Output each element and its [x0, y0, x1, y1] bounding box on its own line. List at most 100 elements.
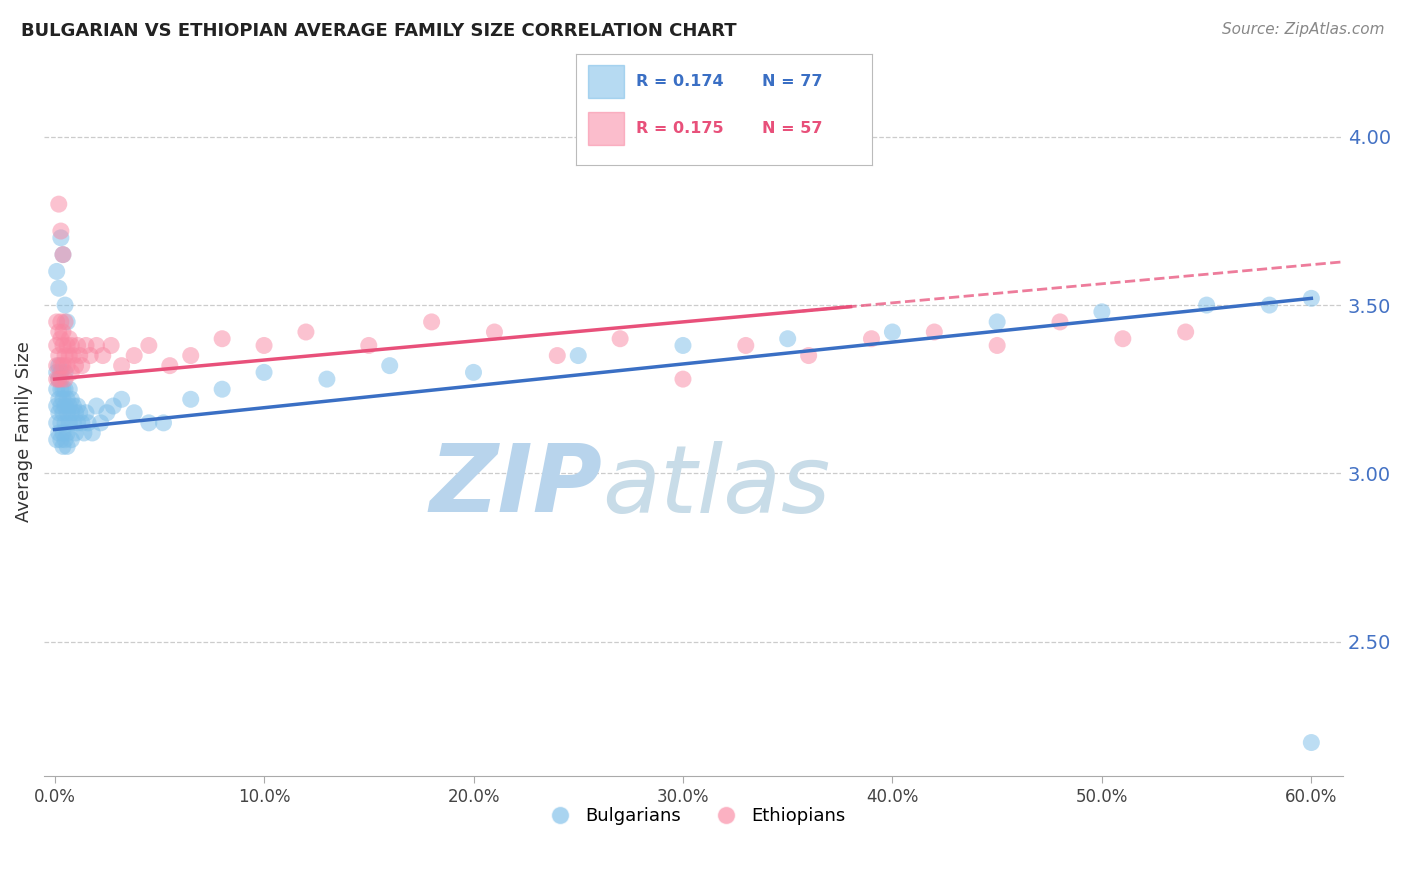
Point [295, 325, 318, 339]
Point [49, 416, 72, 430]
Point [122, 349, 145, 363]
Point [110, 359, 132, 373]
Point [52, 338, 75, 352]
Point [986, 338, 1008, 352]
Point [52, 439, 75, 453]
Point [82, 425, 104, 440]
Point [60, 365, 83, 379]
Point [69, 349, 91, 363]
Point [1091, 305, 1114, 319]
Point [91, 349, 114, 363]
Text: N = 77: N = 77 [762, 74, 823, 89]
Point [96, 406, 118, 420]
Point [48, 281, 70, 295]
Point [45, 338, 67, 352]
Point [45, 433, 67, 447]
Legend: Bulgarians, Ethiopians: Bulgarians, Ethiopians [534, 800, 852, 833]
Point [62, 349, 84, 363]
Point [75, 338, 97, 352]
Point [52, 425, 75, 440]
Point [1174, 325, 1197, 339]
Point [58, 382, 80, 396]
Point [776, 332, 799, 346]
Point [1112, 332, 1135, 346]
Point [138, 338, 160, 352]
Point [45, 382, 67, 396]
Point [357, 338, 380, 352]
Point [49, 365, 72, 379]
Point [77, 416, 100, 430]
Y-axis label: Average Family Size: Average Family Size [15, 341, 32, 522]
Point [378, 359, 401, 373]
Point [48, 197, 70, 211]
Point [122, 406, 145, 420]
Bar [588, 112, 624, 145]
Point [860, 332, 883, 346]
Point [49, 315, 72, 329]
Point [86, 338, 108, 352]
Point [49, 231, 72, 245]
Point [110, 392, 132, 407]
Point [56, 406, 79, 420]
Point [53, 365, 76, 379]
Point [53, 315, 76, 329]
Point [49, 224, 72, 238]
Point [60, 338, 83, 352]
Point [211, 382, 233, 396]
Point [546, 349, 568, 363]
Point [62, 416, 84, 430]
Point [52, 382, 75, 396]
Point [73, 425, 96, 440]
Point [56, 359, 79, 373]
Text: R = 0.174: R = 0.174 [636, 74, 723, 89]
Point [53, 416, 76, 430]
Point [734, 338, 756, 352]
Point [1301, 735, 1323, 749]
Point [49, 433, 72, 447]
Point [79, 349, 101, 363]
Point [797, 349, 820, 363]
Point [567, 349, 589, 363]
Text: Source: ZipAtlas.com: Source: ZipAtlas.com [1222, 22, 1385, 37]
Point [56, 338, 79, 352]
Point [56, 392, 79, 407]
Point [58, 416, 80, 430]
Point [49, 359, 72, 373]
Point [882, 325, 904, 339]
Point [1049, 315, 1071, 329]
Point [138, 416, 160, 430]
Point [53, 433, 76, 447]
Point [48, 359, 70, 373]
Point [60, 433, 83, 447]
Point [65, 425, 87, 440]
Point [211, 332, 233, 346]
Text: BULGARIAN VS ETHIOPIAN AVERAGE FAMILY SIZE CORRELATION CHART: BULGARIAN VS ETHIOPIAN AVERAGE FAMILY SI… [21, 22, 737, 40]
Text: atlas: atlas [603, 441, 831, 532]
Point [53, 382, 76, 396]
Point [159, 359, 181, 373]
Point [56, 425, 79, 440]
Point [56, 439, 79, 453]
Point [253, 338, 276, 352]
Point [180, 392, 202, 407]
Point [66, 338, 89, 352]
Point [58, 399, 80, 413]
Point [672, 338, 695, 352]
Point [1301, 291, 1323, 305]
Point [58, 332, 80, 346]
Point [56, 315, 79, 329]
Text: N = 57: N = 57 [762, 120, 823, 136]
Point [90, 416, 112, 430]
Text: R = 0.175: R = 0.175 [636, 120, 723, 136]
Point [484, 325, 506, 339]
Text: ZIP: ZIP [430, 441, 603, 533]
Point [69, 406, 91, 420]
Point [66, 416, 89, 430]
Point [75, 406, 97, 420]
Point [53, 372, 76, 386]
Point [253, 365, 276, 379]
Point [48, 349, 70, 363]
Point [45, 399, 67, 413]
Point [48, 325, 70, 339]
Point [45, 365, 67, 379]
